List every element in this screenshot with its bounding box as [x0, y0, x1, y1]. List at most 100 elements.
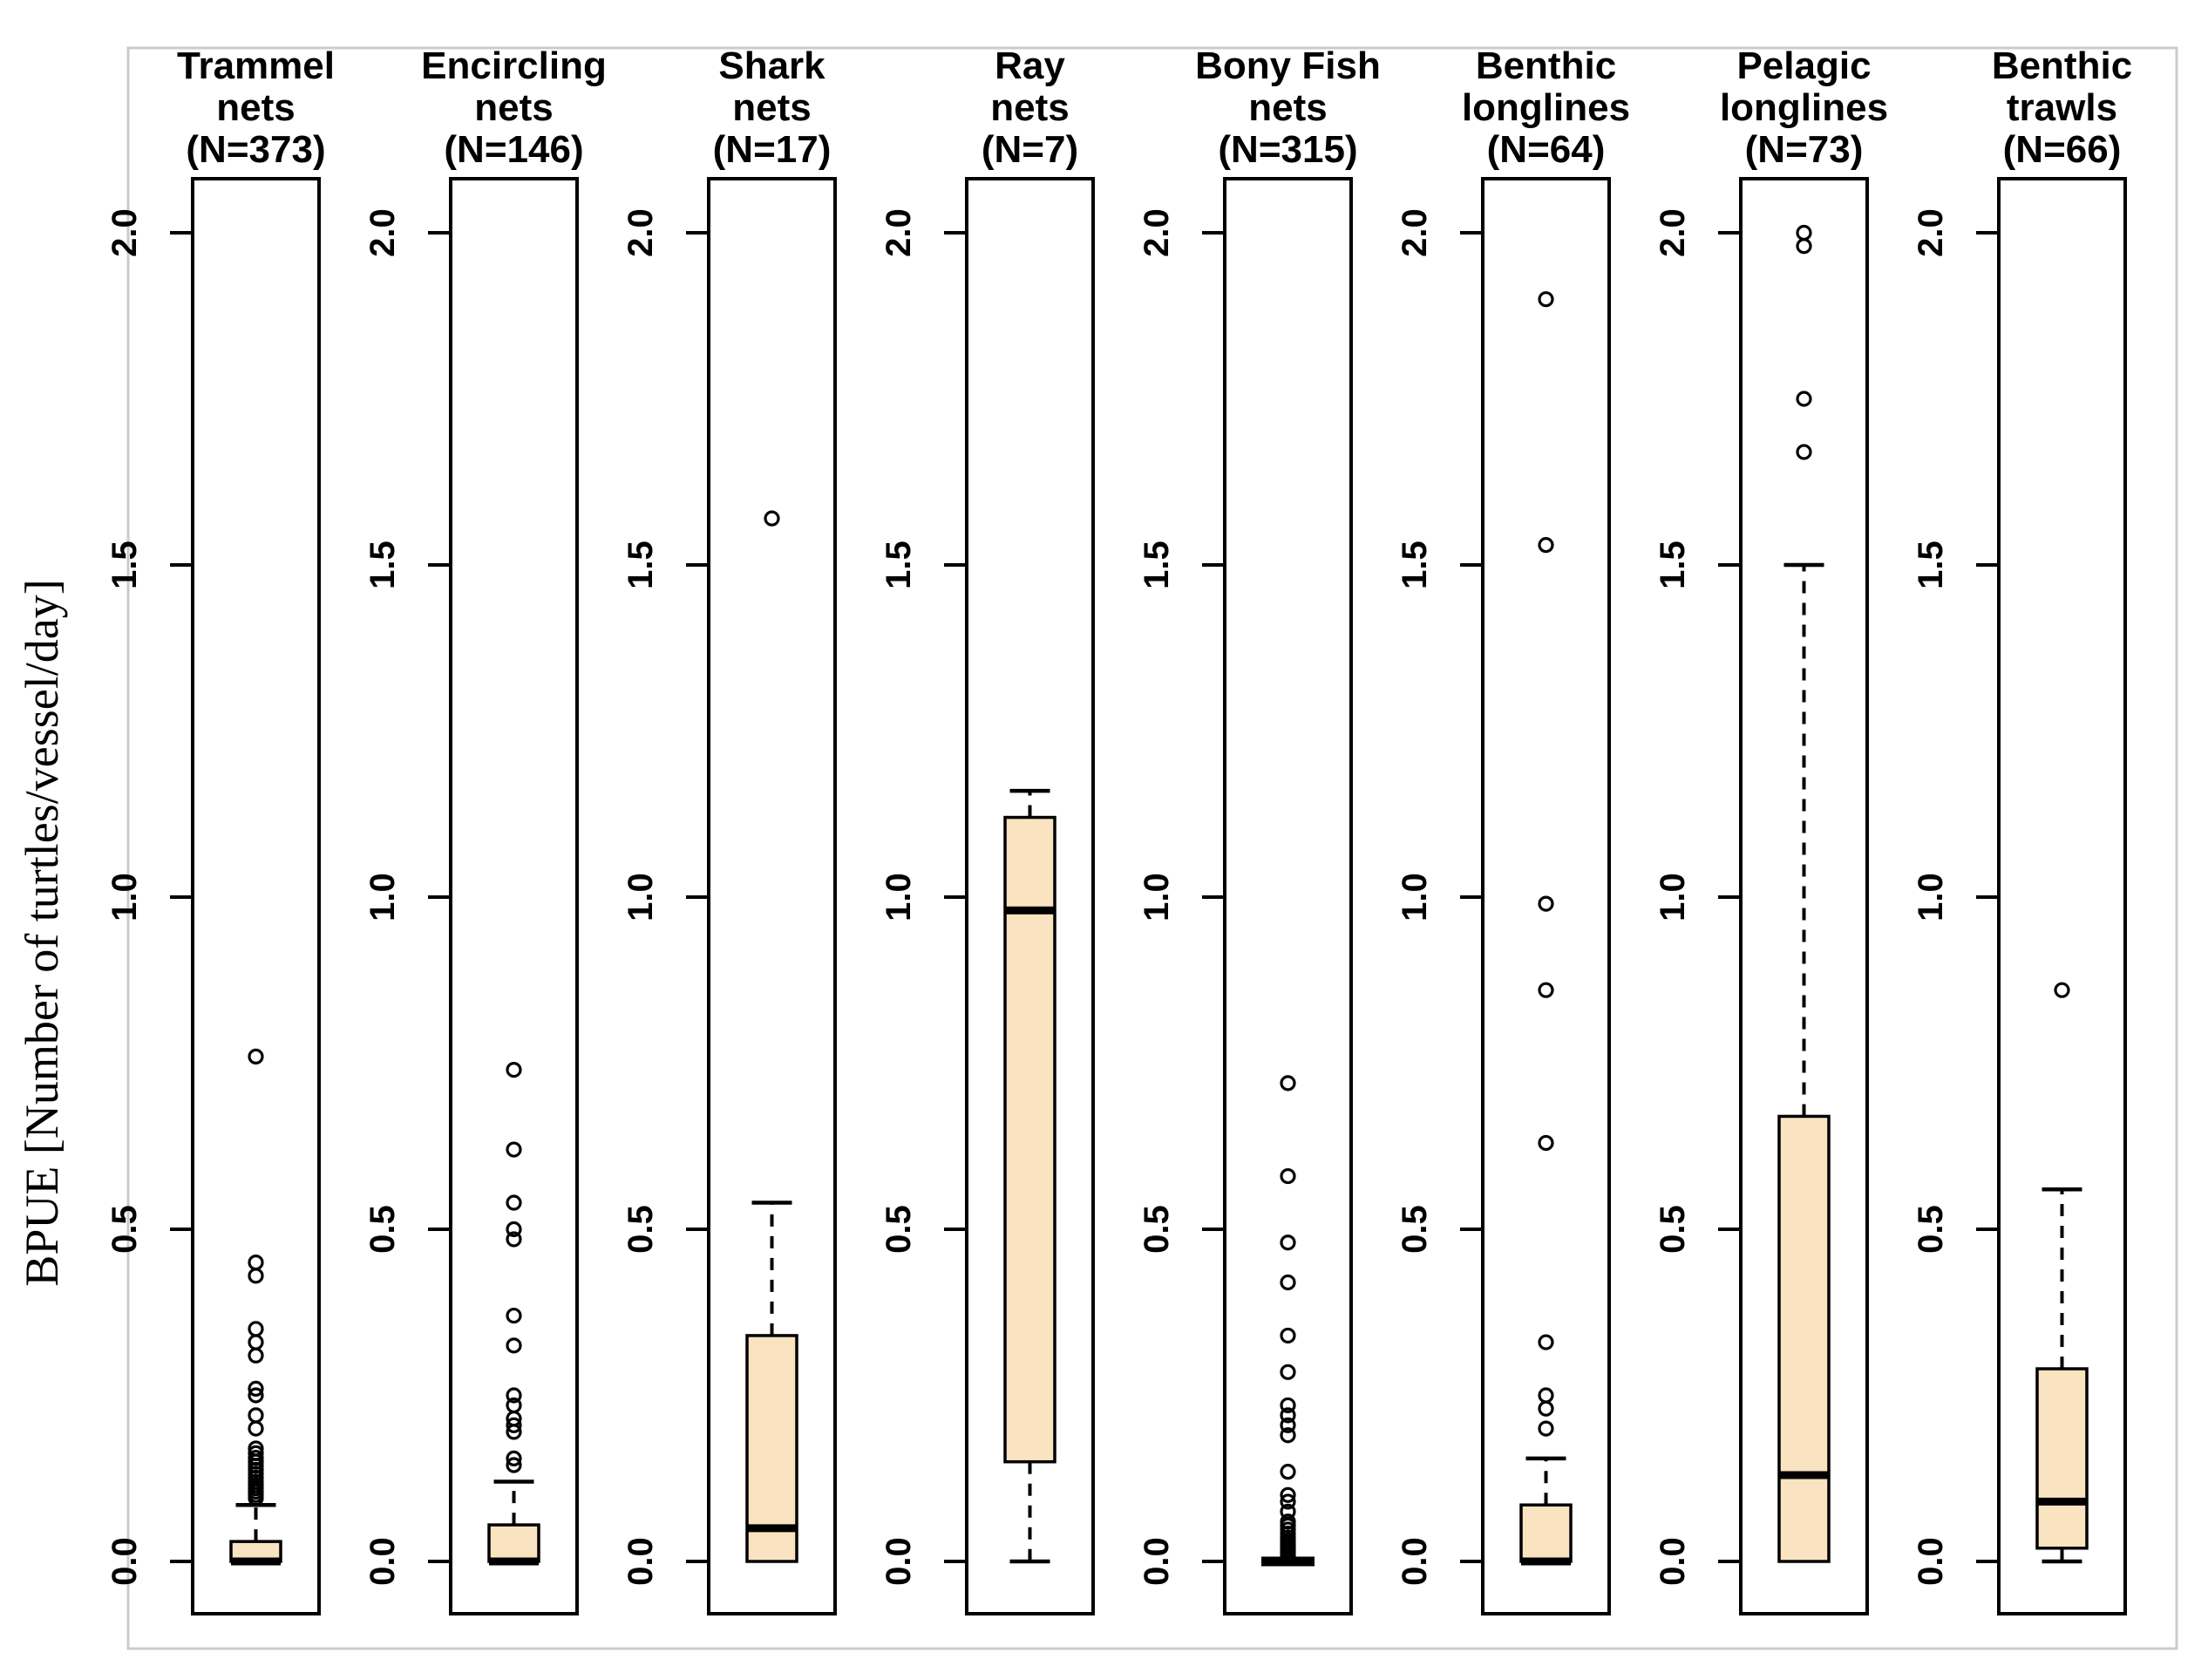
- y-tick-label: 1.5: [1396, 541, 1434, 589]
- y-tick-label: 1.0: [105, 873, 144, 922]
- y-tick-label: 1.5: [1138, 541, 1176, 589]
- outlier-point: [1280, 1274, 1296, 1291]
- box-iqr: [487, 1523, 540, 1563]
- outlier-point: [1538, 1420, 1554, 1437]
- y-tick-label: 1.0: [880, 873, 918, 922]
- outlier-point: [1280, 1364, 1296, 1380]
- panel-title-line: (N=73): [1745, 128, 1864, 171]
- outlier-point: [506, 1221, 522, 1238]
- outlier-point: [1538, 1134, 1554, 1152]
- y-tick-label: 2.0: [880, 208, 918, 257]
- panel-title-line: nets: [216, 86, 295, 129]
- outlier-point: [248, 1334, 264, 1350]
- y-tick-label: 0.0: [1138, 1537, 1176, 1586]
- panel-title-line: nets: [1248, 86, 1327, 129]
- panel-border: [707, 177, 837, 1615]
- y-tick-label: 0.0: [105, 1537, 144, 1586]
- y-tick-label: 0.0: [1396, 1537, 1434, 1586]
- outlier-point: [1796, 391, 1812, 407]
- y-tick-label: 1.0: [1654, 873, 1692, 922]
- outlier-point: [506, 1457, 522, 1473]
- y-tick-label: 1.0: [622, 873, 660, 922]
- y-tick-label: 2.0: [1138, 208, 1176, 257]
- y-tick-label: 1.0: [363, 873, 402, 922]
- y-tick-label: 1.5: [1912, 541, 1950, 589]
- panel-title-line: (N=66): [2003, 128, 2122, 171]
- panel-border: [1481, 177, 1611, 1615]
- y-tick-label: 0.0: [880, 1537, 918, 1586]
- outlier-point: [1796, 224, 1812, 241]
- panel-title-line: (N=64): [1487, 128, 1606, 171]
- panel-title-line: Benthic: [1476, 44, 1616, 87]
- panel-title-line: Shark: [718, 44, 825, 87]
- outlier-point: [1538, 537, 1554, 554]
- y-tick-label: 0.5: [105, 1205, 144, 1254]
- y-tick-label: 2.0: [1396, 208, 1434, 257]
- outlier-point: [2054, 982, 2070, 998]
- outlier-point: [1796, 238, 1812, 255]
- outlier-point: [506, 1417, 522, 1433]
- outlier-point: [248, 1268, 264, 1284]
- panel-title-line: Benthic: [1992, 44, 2132, 87]
- y-tick-label: 0.5: [1654, 1205, 1692, 1254]
- outlier-point: [506, 1337, 522, 1354]
- outlier-point: [506, 1307, 522, 1324]
- y-tick-label: 1.5: [363, 541, 402, 589]
- y-tick-label: 1.0: [1138, 873, 1176, 922]
- panel-title-line: Trammel: [177, 44, 335, 87]
- y-tick-label: 0.0: [1654, 1537, 1692, 1586]
- outlier-point: [1280, 1486, 1296, 1503]
- outlier-point: [248, 1407, 264, 1424]
- panel-border: [191, 177, 321, 1615]
- panel-border: [965, 177, 1095, 1615]
- outlier-point: [506, 1387, 522, 1404]
- panel-title-line: (N=17): [713, 128, 832, 171]
- panel-title-line: Ray: [995, 44, 1065, 87]
- outlier-point: [506, 1062, 522, 1078]
- outlier-point: [248, 1321, 264, 1337]
- outlier-point: [1538, 291, 1554, 308]
- panel-title-line: (N=7): [982, 128, 1078, 171]
- y-tick-label: 2.0: [105, 208, 144, 257]
- y-tick-label: 1.5: [880, 541, 918, 589]
- outlier-point: [764, 510, 780, 527]
- outlier-point: [248, 1254, 264, 1271]
- panel-title-line: (N=146): [444, 128, 583, 171]
- outlier-point: [1538, 1387, 1554, 1404]
- y-tick-label: 0.0: [622, 1537, 660, 1586]
- figure-border: [126, 46, 2178, 1650]
- panel-border: [1739, 177, 1869, 1615]
- y-tick-label: 0.5: [1396, 1205, 1434, 1254]
- box-iqr: [1519, 1503, 1573, 1563]
- y-tick-label: 2.0: [622, 208, 660, 257]
- outlier-point: [248, 1387, 264, 1404]
- outlier-point: [1538, 982, 1554, 998]
- outlier-point: [1280, 1407, 1296, 1424]
- outlier-point: [248, 1420, 264, 1437]
- outlier-point: [506, 1194, 522, 1211]
- outlier-point: [1280, 1234, 1296, 1251]
- box-iqr: [1777, 1114, 1831, 1563]
- y-tick-label: 0.5: [363, 1205, 402, 1254]
- y-tick-label: 2.0: [1654, 208, 1692, 257]
- outlier-point: [1280, 1464, 1296, 1480]
- panel-title-line: nets: [990, 86, 1069, 129]
- outlier-point: [1280, 1327, 1296, 1344]
- y-tick-label: 0.5: [1912, 1205, 1950, 1254]
- y-tick-label: 0.5: [622, 1205, 660, 1254]
- y-tick-label: 0.0: [363, 1537, 402, 1586]
- outlier-point: [1280, 1075, 1296, 1092]
- outlier-point: [1280, 1427, 1296, 1444]
- y-tick-label: 0.5: [1138, 1205, 1176, 1254]
- panel-title-line: Pelagic: [1736, 44, 1871, 87]
- outlier-point: [1538, 895, 1554, 912]
- outlier-point: [506, 1424, 522, 1440]
- panel-title-line: longlines: [1462, 86, 1630, 129]
- y-tick-label: 1.5: [622, 541, 660, 589]
- outlier-point: [1280, 1417, 1296, 1433]
- outlier-point: [1280, 1548, 1296, 1565]
- y-tick-label: 1.0: [1912, 873, 1950, 922]
- outlier-point: [1280, 1493, 1296, 1510]
- outlier-point: [506, 1141, 522, 1158]
